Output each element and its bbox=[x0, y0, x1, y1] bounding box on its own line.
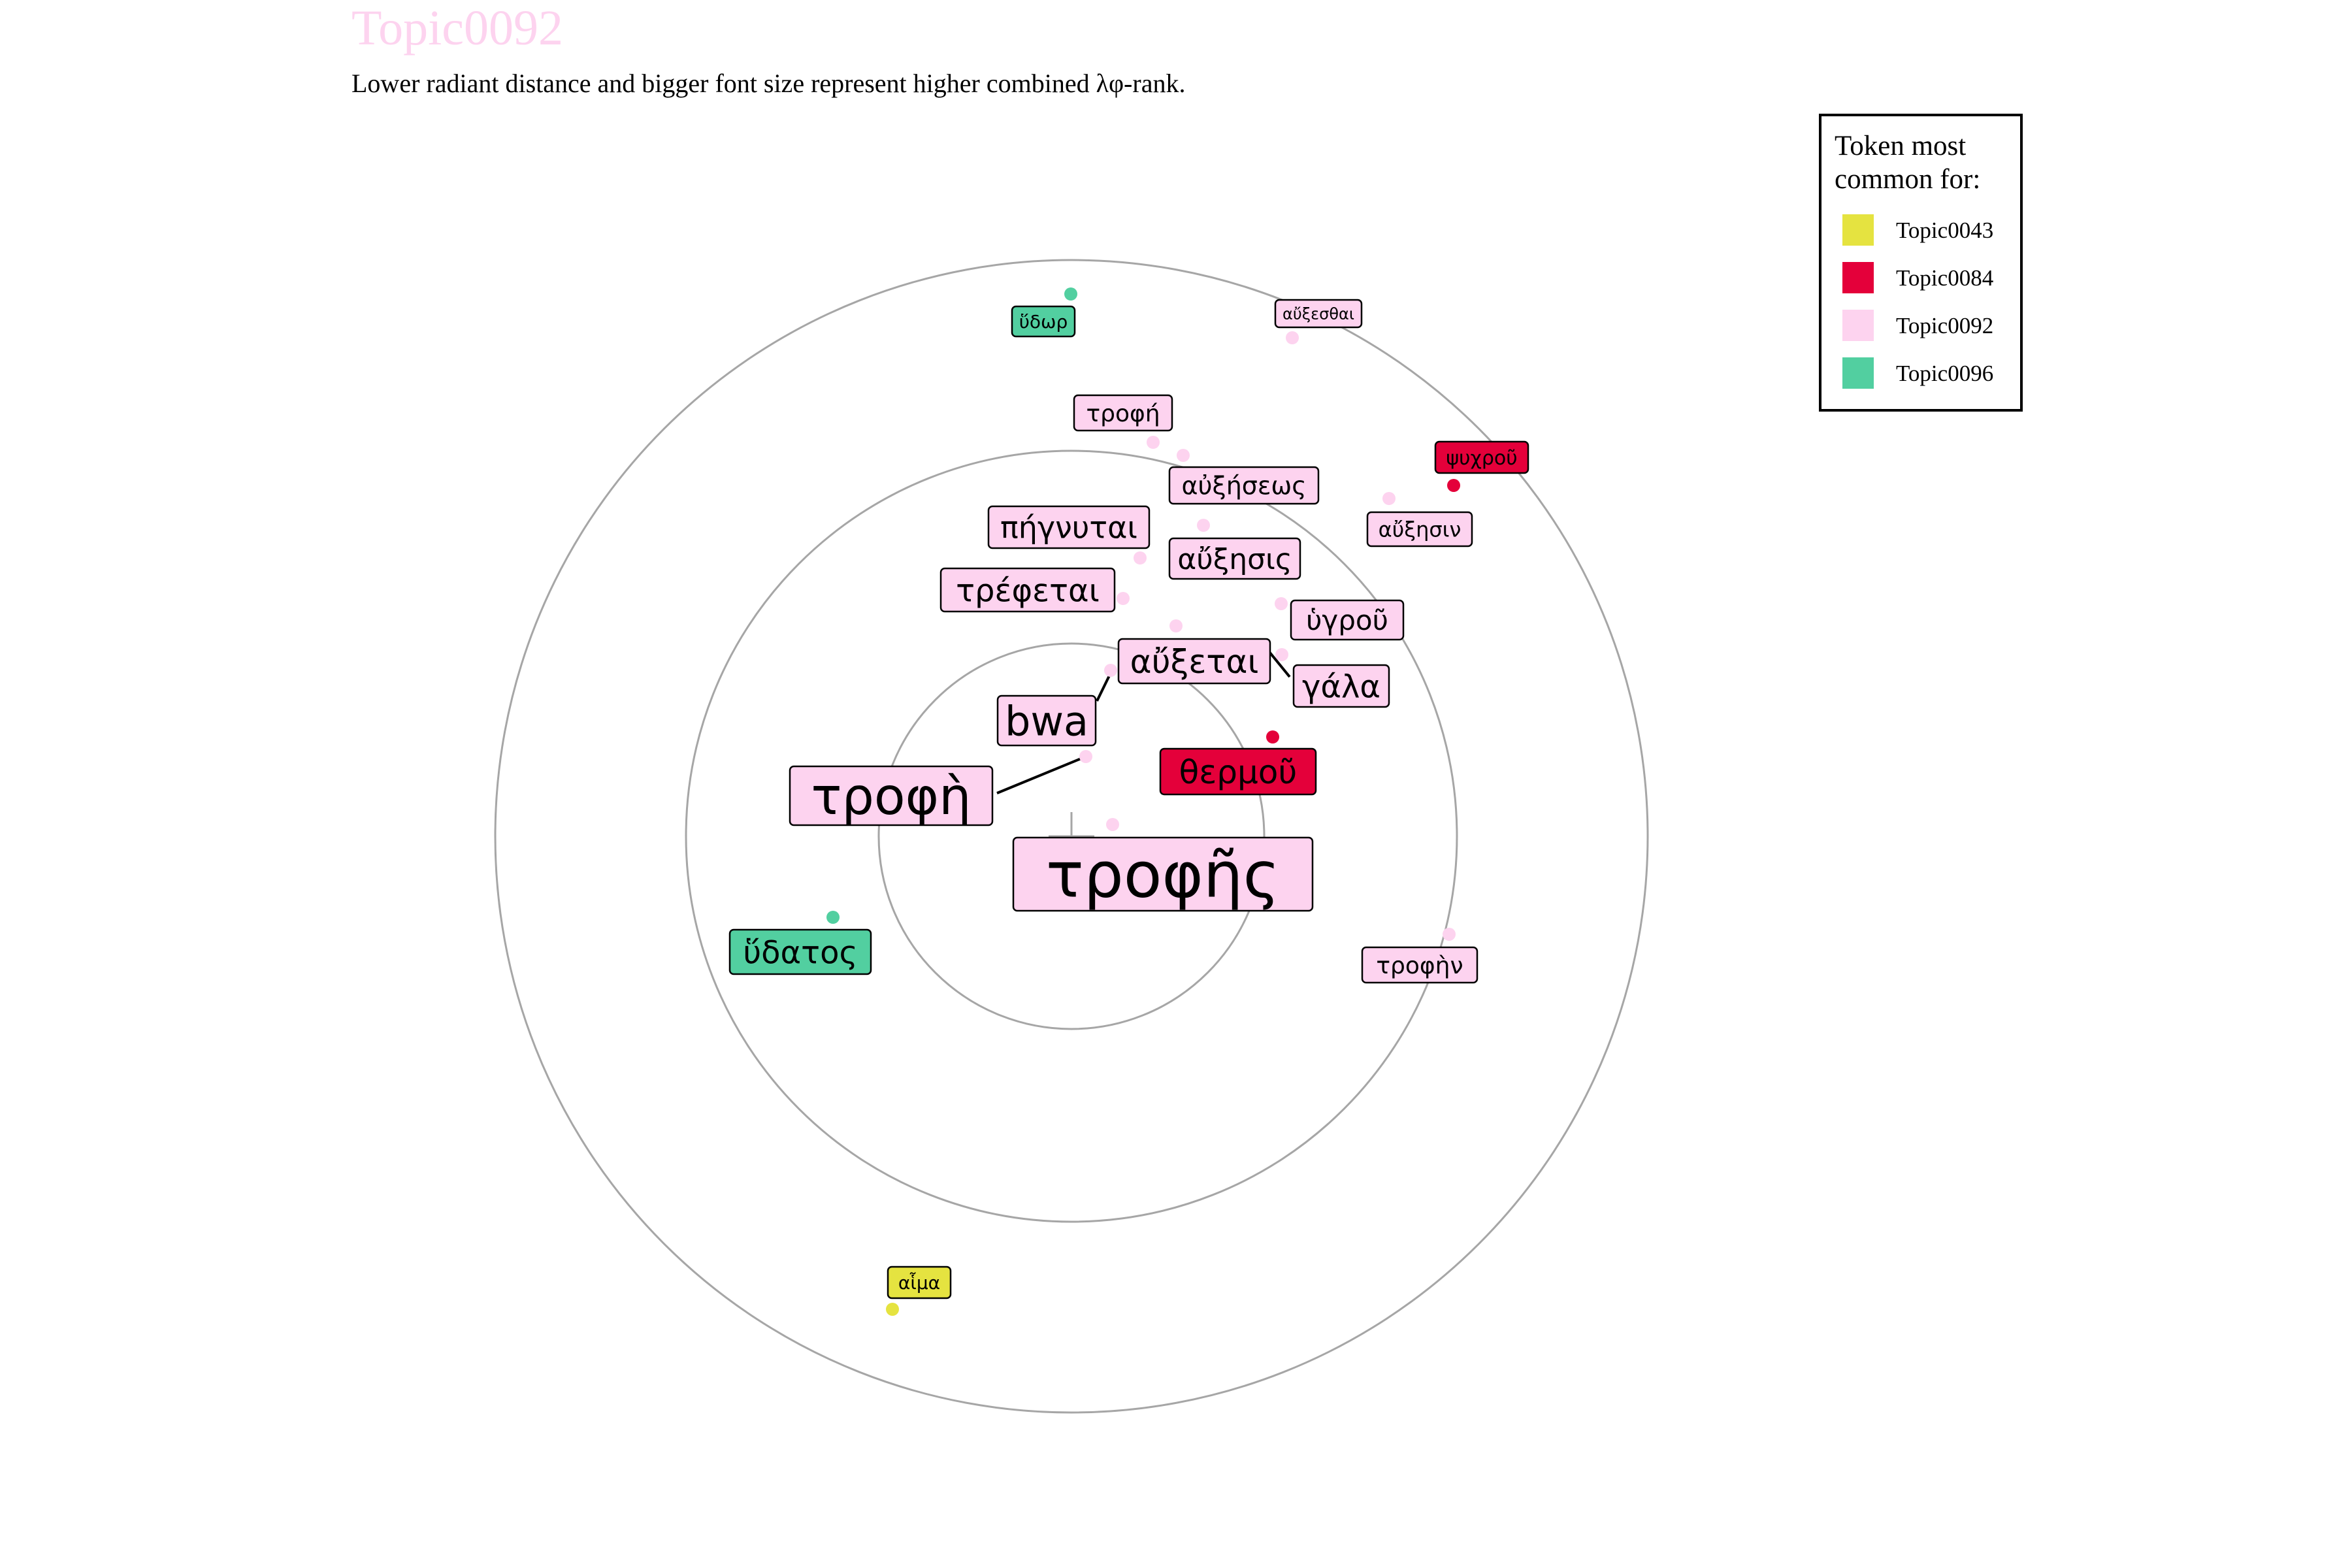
point-rank-5 bbox=[826, 911, 840, 924]
label-box-rank-8 bbox=[987, 505, 1151, 549]
label-text-rank-8: πήγνυται bbox=[1000, 510, 1137, 546]
legend-swatch-topic0092 bbox=[1842, 310, 1874, 341]
label-box-rank-10 bbox=[1292, 664, 1390, 708]
label-box-rank-13 bbox=[1361, 946, 1478, 984]
label-text-rank-9: αὔξησις bbox=[1177, 543, 1292, 576]
label-box-rank-19 bbox=[887, 1266, 952, 1299]
legend-label-topic0043: Topic0043 bbox=[1896, 218, 1993, 243]
chart-subtitle: Lower radiant distance and bigger font s… bbox=[351, 69, 1185, 98]
legend-label-topic0096: Topic0096 bbox=[1896, 361, 1993, 386]
label-text-rank-13: τροφὴν bbox=[1376, 953, 1463, 979]
label-box-rank-17 bbox=[1011, 305, 1076, 338]
label-text-rank-5: ὕδατος bbox=[743, 934, 857, 971]
label-text-rank-3: bwa bbox=[1005, 697, 1088, 745]
label-text-rank-2: τροφὴ bbox=[811, 768, 971, 826]
leader-rank-6 bbox=[1268, 651, 1291, 678]
label-text-rank-10: γάλα bbox=[1302, 668, 1380, 705]
label-box-rank-5 bbox=[728, 928, 872, 975]
label-box-rank-11 bbox=[1290, 599, 1405, 641]
point-rank-8 bbox=[1134, 551, 1147, 564]
legend-label-topic0084: Topic0084 bbox=[1896, 265, 1993, 291]
label-text-rank-16: ψυχροῦ bbox=[1446, 447, 1517, 470]
legend-swatch-topic0084 bbox=[1842, 262, 1874, 293]
point-rank-14 bbox=[1147, 436, 1160, 449]
point-rank-6 bbox=[1169, 619, 1183, 632]
legend-swatch-topic0043 bbox=[1842, 214, 1874, 246]
label-text-rank-19: αἷμα bbox=[898, 1271, 940, 1294]
point-rank-11 bbox=[1275, 597, 1288, 610]
ring-2 bbox=[685, 449, 1458, 1223]
legend-title-line-1: Token most bbox=[1835, 131, 1966, 161]
legend-swatch-topic0096 bbox=[1842, 357, 1874, 389]
legend-title-line-2: common for: bbox=[1835, 164, 1980, 195]
label-text-rank-18: αὔξεσθαι bbox=[1282, 305, 1354, 323]
point-rank-4 bbox=[1266, 730, 1279, 743]
point-rank-9 bbox=[1197, 519, 1210, 532]
point-rank-2 bbox=[1079, 750, 1092, 763]
label-text-rank-4: θερμοῦ bbox=[1179, 753, 1298, 791]
point-rank-12 bbox=[1177, 449, 1190, 462]
leader-lines bbox=[996, 651, 1291, 794]
label-box-rank-7 bbox=[939, 567, 1116, 613]
leader-rank-3 bbox=[1096, 672, 1112, 702]
label-text-rank-14: τροφή bbox=[1086, 400, 1160, 427]
label-box-rank-2 bbox=[789, 765, 994, 826]
leader-rank-2 bbox=[996, 755, 1086, 794]
label-text-rank-12: αὐξήσεως bbox=[1181, 472, 1306, 500]
point-rank-19 bbox=[886, 1303, 899, 1316]
ring-1 bbox=[877, 642, 1266, 1030]
data-points bbox=[826, 287, 1460, 1316]
chart-title: Topic0092 bbox=[351, 1, 563, 56]
legend: Token most common for: Topic0043 Topic008… bbox=[1819, 114, 2023, 412]
point-rank-10 bbox=[1275, 648, 1288, 661]
point-rank-7 bbox=[1117, 592, 1130, 605]
label-box-rank-9 bbox=[1168, 537, 1301, 580]
label-text-rank-11: ὑγροῦ bbox=[1306, 604, 1388, 636]
label-text-rank-6: αὔξεται bbox=[1130, 643, 1259, 681]
label-box-rank-3 bbox=[996, 694, 1097, 747]
point-rank-1 bbox=[1106, 818, 1119, 831]
label-box-rank-4 bbox=[1159, 747, 1317, 796]
point-rank-13 bbox=[1443, 928, 1456, 941]
ring-3 bbox=[494, 259, 1649, 1414]
point-rank-18 bbox=[1286, 331, 1299, 344]
point-rank-16 bbox=[1447, 479, 1460, 492]
radial-rings bbox=[494, 259, 1649, 1414]
label-text-rank-7: τρέφεται bbox=[956, 572, 1100, 609]
label-box-rank-6 bbox=[1117, 638, 1271, 685]
point-rank-15 bbox=[1382, 492, 1396, 505]
label-text-rank-17: ὕδωρ bbox=[1019, 311, 1068, 333]
label-box-rank-12 bbox=[1168, 466, 1320, 505]
label-box-rank-15 bbox=[1366, 511, 1473, 547]
label-text-rank-1: τροφῆς bbox=[1046, 839, 1280, 912]
label-box-rank-18 bbox=[1274, 299, 1363, 329]
label-text-rank-15: αὔξησιν bbox=[1379, 517, 1462, 542]
label-box-rank-14 bbox=[1073, 394, 1173, 432]
point-rank-17 bbox=[1064, 287, 1077, 301]
center-marker bbox=[1049, 812, 1094, 838]
label-box-rank-1 bbox=[1012, 836, 1314, 912]
token-labels: τροφῆς τροφὴ bwa θερμοῦ ὕδατος αὔξεται τρέφετα… bbox=[728, 299, 1529, 1299]
point-rank-3 bbox=[1104, 664, 1117, 677]
legend-label-topic0092: Topic0092 bbox=[1896, 313, 1993, 338]
label-box-rank-16 bbox=[1434, 440, 1529, 474]
